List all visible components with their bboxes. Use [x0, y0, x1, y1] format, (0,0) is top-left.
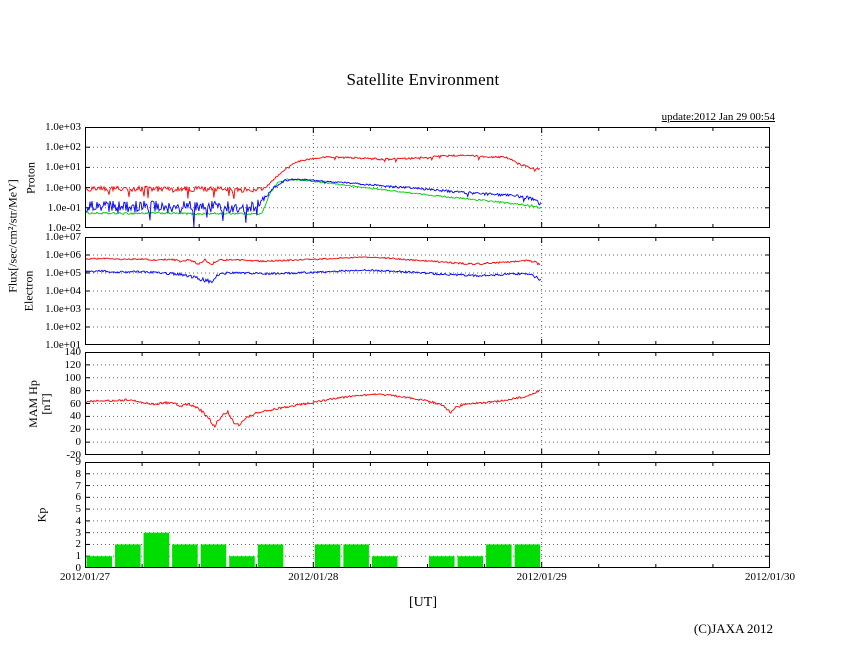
update-timestamp: update:2012 Jan 29 00:54: [661, 111, 775, 123]
kp-bar: [457, 556, 484, 567]
series-electron-blue: [85, 268, 542, 285]
kp-bar: [115, 544, 141, 567]
kp-bar: [371, 556, 398, 567]
y-tick-label: 100: [64, 371, 82, 384]
series-proton-green: [85, 178, 542, 216]
y-tick-label: 1.0e+01: [45, 161, 81, 174]
y-tick-label: 1.0e+06: [45, 249, 81, 261]
kp-bar: [429, 556, 455, 567]
y-tick-label: 1.0e+02: [45, 141, 81, 154]
y-tick-label: 140: [64, 346, 82, 358]
y-tick-label: 5: [75, 503, 82, 516]
y-tick-label: 1.0e+03: [45, 303, 81, 315]
kp-bar: [257, 544, 284, 567]
y-tick-label: 40: [70, 410, 81, 423]
y-tick-label: 8: [75, 467, 82, 480]
y-tick-label: 1.0e+01: [45, 339, 81, 351]
copyright: (C)JAXA 2012: [693, 621, 773, 636]
series-proton-red: [85, 153, 541, 199]
y-tick-label: 6: [75, 491, 82, 504]
page-title: Satellite Environment: [346, 70, 500, 89]
y-tick-label: 1.0e+00: [45, 181, 81, 194]
panel-frame: [85, 237, 770, 345]
y-tick-label: 3: [75, 526, 82, 539]
y-tick-label: 120: [64, 358, 82, 371]
x-tick-label: 2012/01/27: [59, 571, 111, 583]
panel-kp: [85, 462, 770, 568]
y-tick-label: 1.0e-01: [47, 201, 81, 214]
y-tick-label: 1.0e-02: [47, 222, 81, 234]
series-electron-red: [85, 256, 541, 266]
panel-frame: [85, 352, 770, 455]
panel-electron: [85, 237, 770, 345]
y-tick-label: 1.0e+05: [45, 267, 81, 279]
kp-bar: [486, 544, 512, 567]
kp-bar: [143, 532, 170, 567]
y-tick-label: 60: [70, 397, 81, 410]
y-tick-label: 2: [75, 538, 82, 551]
panel-mam_hp: [85, 352, 770, 455]
kp-bar: [86, 556, 113, 567]
kp-bar: [343, 544, 369, 567]
kp-bar: [229, 556, 255, 567]
panel-proton: [85, 127, 770, 228]
y-tick-label: 1.0e+04: [45, 285, 81, 297]
y-tick-label: 0: [75, 436, 82, 449]
panel-frame: [85, 127, 770, 228]
kp-bar: [200, 544, 227, 567]
kp-bar: [514, 544, 541, 567]
y-tick-label: 1.0e+07: [45, 231, 81, 243]
y-tick-label: 1.0e+03: [45, 121, 81, 133]
y-tick-label: 9: [75, 456, 82, 468]
kp-bar: [172, 544, 198, 567]
y-tick-label: -20: [66, 449, 81, 461]
y-tick-label: 80: [70, 384, 81, 397]
panel-frame: [85, 462, 770, 568]
x-axis-label: [UT]: [409, 595, 437, 610]
y-tick-label: 4: [75, 514, 82, 527]
x-tick-label: 2012/01/30: [744, 571, 796, 583]
x-tick-label: 2012/01/28: [288, 571, 339, 583]
kp-bar: [314, 544, 341, 567]
y-tick-label: 20: [70, 423, 81, 436]
series-hp: [85, 389, 541, 428]
y-tick-label: 7: [75, 479, 82, 492]
y-tick-label: 0: [75, 562, 82, 574]
series-proton-blue: [85, 178, 542, 228]
y-tick-label: 1.0e+02: [45, 321, 81, 333]
y-tick-label: 1: [75, 550, 82, 563]
x-tick-label: 2012/01/29: [516, 571, 567, 583]
